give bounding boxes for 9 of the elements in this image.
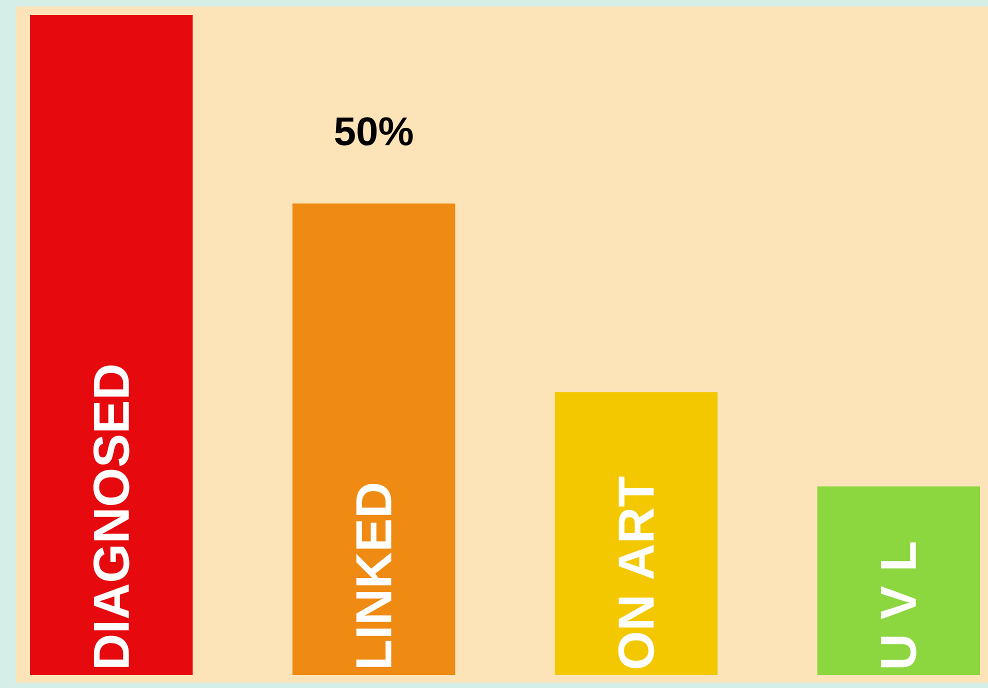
bar bbox=[30, 14, 193, 675]
bar bbox=[554, 392, 718, 675]
data-label: 50% bbox=[334, 117, 413, 146]
x-tick-label: LINKED bbox=[356, 484, 392, 667]
bar bbox=[292, 204, 456, 675]
x-tick-label: DIAGNOSED bbox=[93, 366, 130, 667]
x-tick-label: U V L bbox=[880, 542, 916, 668]
x-tick-label: ON ART bbox=[618, 476, 654, 668]
bar bbox=[817, 486, 980, 675]
